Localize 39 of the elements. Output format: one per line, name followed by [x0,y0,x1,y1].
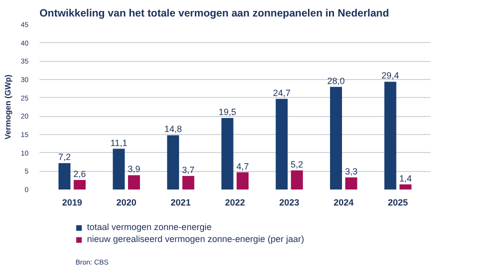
bar [112,148,125,190]
x-tick-label: 2021 [170,198,191,208]
x-tick-label: 2020 [116,198,136,208]
x-tick-label: 2025 [388,198,408,208]
data-label: 7,2 [58,152,71,162]
data-label: 19,5 [218,107,236,117]
x-tick-label: 2023 [279,198,300,208]
data-label: 3,3 [344,166,358,176]
data-label: 1,4 [399,173,412,184]
data-label: 11,1 [110,138,128,148]
data-label: 2,6 [73,168,86,179]
bar [330,86,342,190]
bar [400,184,412,190]
bar [345,177,358,190]
data-label: 4,7 [236,161,249,172]
bar [384,82,396,190]
data-label: 3,9 [128,164,140,174]
bar [236,172,249,190]
bar [182,176,194,190]
bar [221,118,234,190]
x-tick-label: 2022 [224,198,246,208]
data-label: 14,8 [164,124,182,134]
legend-label: nieuw gerealiseerd vermogen zonne-energie (per jaar) [87,234,304,244]
bar [58,163,70,190]
chart-title: Ontwikkeling van het totale vermogen aan zonnepanelen in Nederland [40,8,389,20]
data-label: 3,7 [182,164,195,175]
bar [167,135,180,190]
x-tick-label: 2019 [62,198,82,208]
x-tick-label: 2024 [334,198,354,208]
bar [74,180,86,190]
data-label: 24,7 [272,88,290,98]
legend-label: totaal vermogen zonne-energie [87,222,212,232]
data-label: 28,0 [327,76,345,86]
bar [290,170,303,190]
data-label: 5,2 [290,159,304,170]
data-label: 29,4 [382,70,400,81]
bar [276,98,288,190]
y-axis-title: Vermogen (GWp) [4,74,13,140]
bar [128,175,140,190]
